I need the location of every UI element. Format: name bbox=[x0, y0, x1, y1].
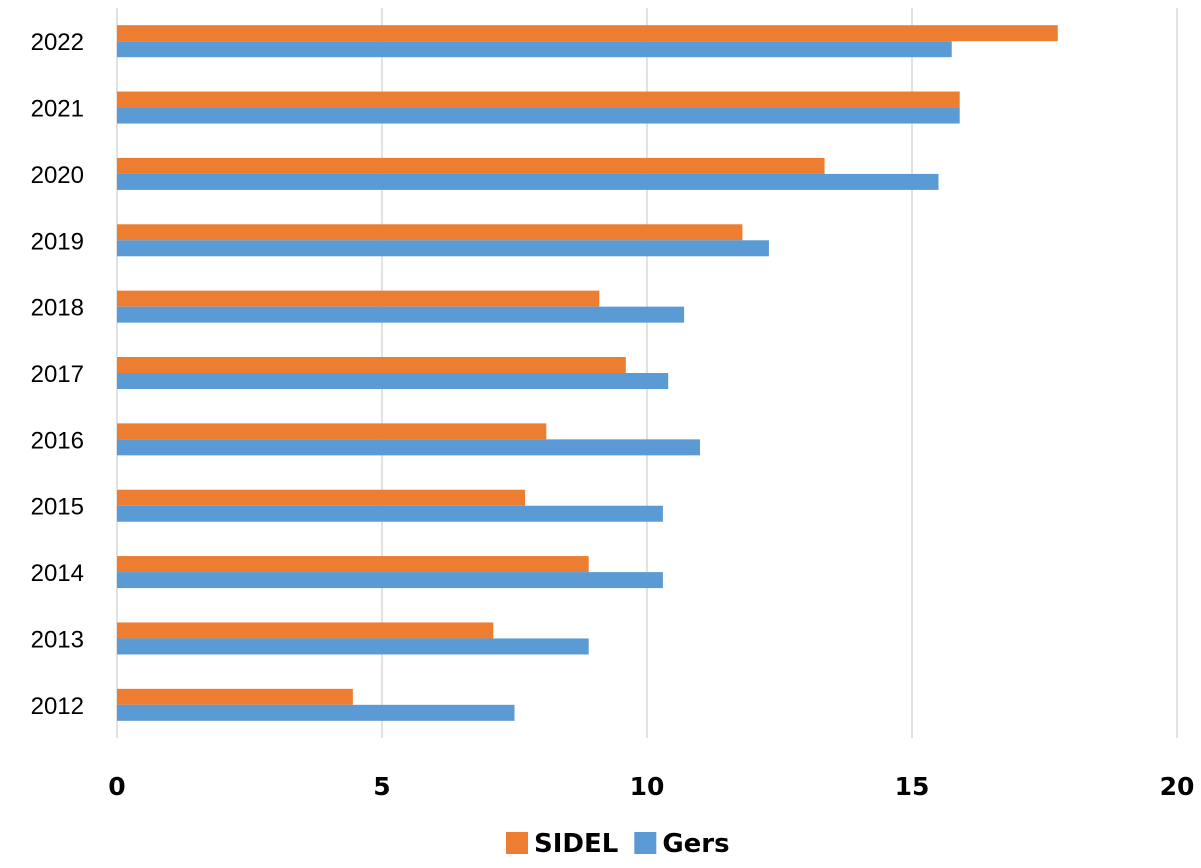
y-tick-label: 2013 bbox=[31, 626, 84, 653]
bar-sidel-2015 bbox=[117, 489, 526, 506]
bar-sidel-2013 bbox=[117, 622, 494, 639]
x-tick-label: 5 bbox=[373, 772, 390, 801]
bar-sidel-2018 bbox=[117, 290, 600, 307]
bar-gers-2020 bbox=[117, 173, 939, 190]
bar-gers-2013 bbox=[117, 638, 589, 655]
y-tick-label: 2017 bbox=[31, 361, 84, 388]
y-tick-label: 2015 bbox=[31, 494, 84, 521]
x-axis-tick-labels: 0 5 10 15 20 bbox=[108, 772, 1194, 801]
bar-sidel-2022 bbox=[117, 25, 1058, 42]
legend-swatch-sidel bbox=[506, 832, 528, 854]
bar-sidel-2012 bbox=[117, 688, 353, 705]
bar-sidel-2019 bbox=[117, 224, 743, 241]
bar-gers-2019 bbox=[117, 240, 769, 257]
bar-sidel-2020 bbox=[117, 157, 825, 174]
bar-gers-2021 bbox=[117, 107, 960, 124]
x-tick-label: 0 bbox=[108, 772, 125, 801]
x-tick-label: 10 bbox=[630, 772, 665, 801]
y-tick-label: 2012 bbox=[31, 693, 84, 720]
y-axis-tick-labels: 2012 2013 2014 2015 2016 2017 2018 2019 2020 2021… bbox=[31, 29, 84, 720]
bar-gers-2012 bbox=[117, 704, 515, 721]
y-tick-label: 2022 bbox=[31, 29, 84, 56]
bar-gers-2016 bbox=[117, 439, 700, 456]
y-tick-label: 2019 bbox=[31, 228, 84, 255]
bar-gers-2017 bbox=[117, 373, 669, 389]
legend-label-sidel: SIDEL bbox=[534, 829, 618, 859]
y-tick-label: 2018 bbox=[31, 295, 84, 322]
x-tick-label: 15 bbox=[895, 772, 930, 801]
legend: SIDEL Gers bbox=[506, 829, 730, 859]
y-tick-label: 2021 bbox=[31, 96, 84, 123]
bar-gers-2022 bbox=[117, 41, 952, 58]
bar-sidel-2021 bbox=[117, 91, 960, 108]
bar-sidel-2014 bbox=[117, 556, 589, 573]
bar-gers-2015 bbox=[117, 505, 663, 522]
legend-swatch-gers bbox=[634, 832, 657, 854]
y-tick-label: 2016 bbox=[31, 427, 84, 454]
bar-gers-2014 bbox=[117, 572, 663, 589]
y-tick-label: 2020 bbox=[31, 162, 84, 189]
legend-label-gers: Gers bbox=[662, 829, 729, 859]
bar-sidel-2016 bbox=[117, 423, 547, 440]
x-tick-label: 20 bbox=[1160, 772, 1195, 801]
bar-gers-2018 bbox=[117, 306, 685, 323]
y-tick-label: 2014 bbox=[31, 560, 84, 587]
bar-sidel-2017 bbox=[117, 357, 626, 373]
bars bbox=[117, 25, 1058, 721]
